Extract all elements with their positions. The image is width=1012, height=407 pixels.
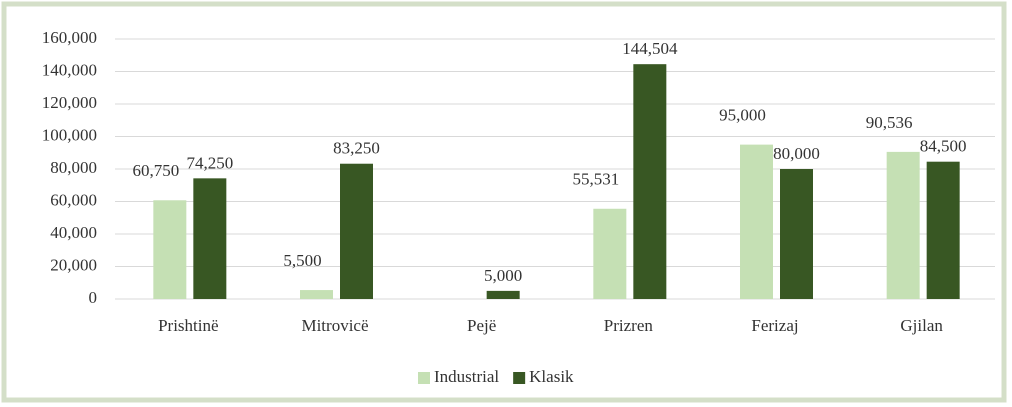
data-label: 5,500 <box>283 251 321 270</box>
data-label: 60,750 <box>132 161 179 180</box>
bar <box>926 161 960 299</box>
data-label: 74,250 <box>186 153 233 172</box>
data-label: 83,250 <box>333 139 380 158</box>
bar <box>193 178 227 299</box>
data-label: 84,500 <box>920 137 967 156</box>
x-tick-label: Mitrovicë <box>301 316 368 335</box>
data-label: 55,531 <box>572 170 619 189</box>
data-label: 144,504 <box>622 39 678 58</box>
x-tick-label: Gjilan <box>900 316 943 335</box>
data-label: 95,000 <box>719 106 766 125</box>
y-tick-label: 20,000 <box>50 255 97 274</box>
y-tick-label: 80,000 <box>50 158 97 177</box>
y-tick-label: 140,000 <box>42 60 97 79</box>
data-label: 80,000 <box>773 144 820 163</box>
bar <box>340 163 373 299</box>
bar <box>593 208 627 299</box>
bar <box>300 290 333 299</box>
y-tick-label: 60,000 <box>50 190 97 209</box>
data-label: 90,536 <box>866 113 913 132</box>
legend-swatch <box>513 372 526 384</box>
y-tick-label: 160,000 <box>42 28 97 47</box>
y-tick-label: 120,000 <box>42 93 97 112</box>
y-tick-label: 40,000 <box>50 223 97 242</box>
x-tick-label: Ferizaj <box>751 316 798 335</box>
x-tick-label: Pejë <box>467 316 496 335</box>
bar <box>780 169 813 299</box>
data-label: 5,000 <box>484 266 522 285</box>
y-tick-label: 100,000 <box>42 125 97 144</box>
bar <box>153 200 187 299</box>
y-tick-label: 0 <box>89 288 98 307</box>
x-tick-label: Prishtinë <box>158 316 218 335</box>
bar <box>486 290 520 299</box>
bar <box>740 144 773 299</box>
legend-swatch <box>418 372 430 384</box>
bar <box>633 64 667 299</box>
legend-label: Klasik <box>529 367 574 386</box>
bar <box>886 151 920 299</box>
x-tick-label: Prizren <box>604 316 654 335</box>
legend-label: Industrial <box>434 367 499 386</box>
